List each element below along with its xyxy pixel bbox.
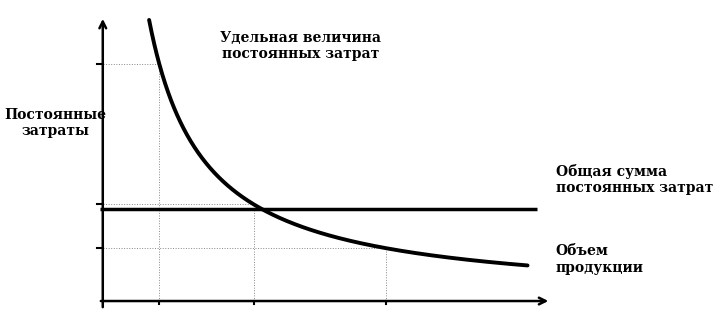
Text: Объем
продукции: Объем продукции [556,245,644,275]
Text: Постоянные
затраты: Постоянные затраты [4,108,106,138]
Text: Общая сумма
постоянных затрат: Общая сумма постоянных затрат [556,164,713,195]
Text: Удельная величина
постоянных затрат: Удельная величина постоянных затрат [220,31,381,61]
